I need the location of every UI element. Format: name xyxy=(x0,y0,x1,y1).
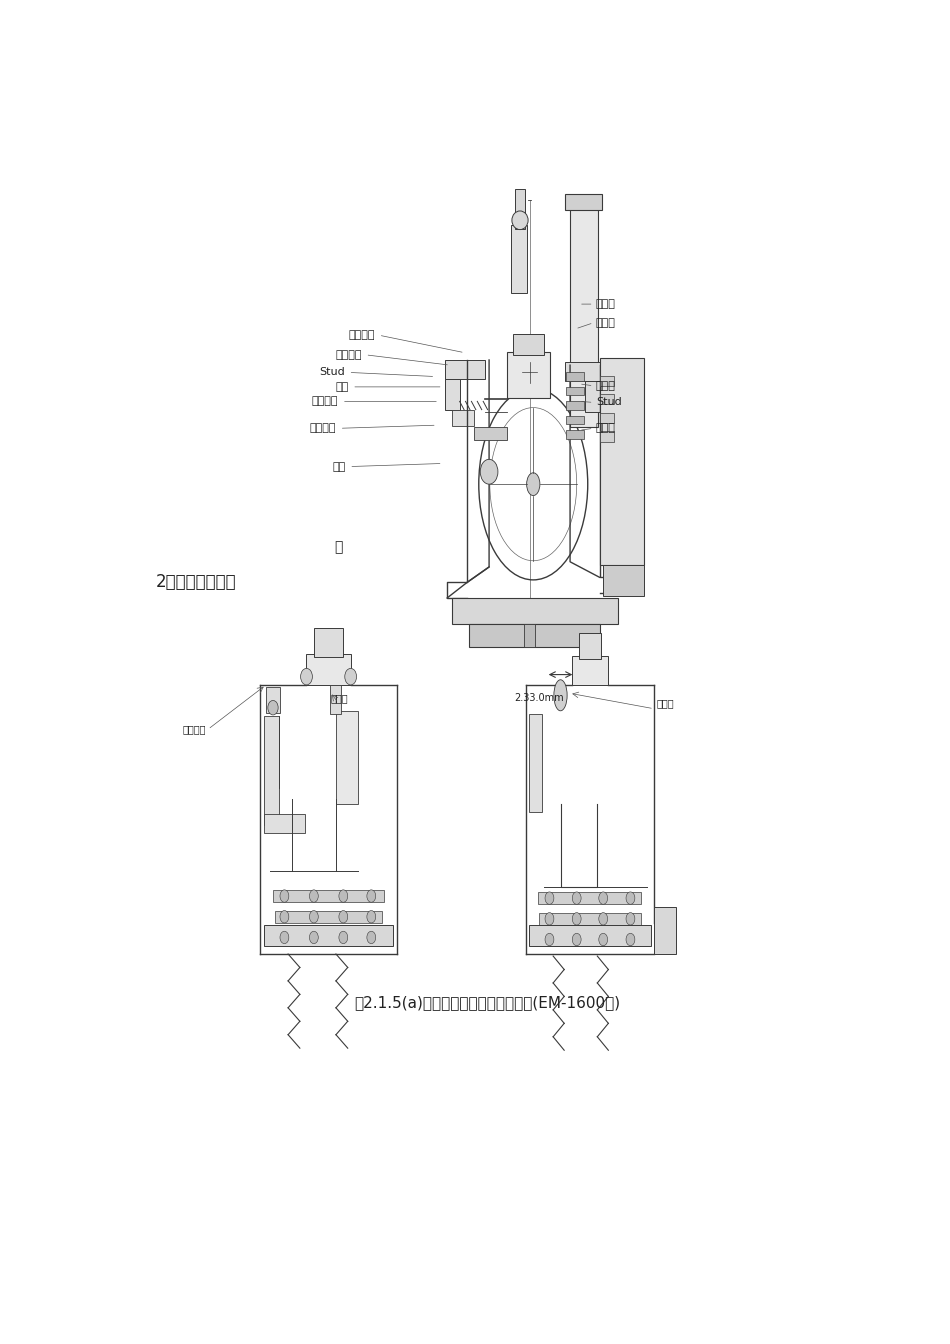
FancyBboxPatch shape xyxy=(566,387,584,395)
FancyBboxPatch shape xyxy=(264,814,305,833)
Text: 曳引轮: 曳引轮 xyxy=(596,300,616,309)
Circle shape xyxy=(367,910,375,923)
FancyBboxPatch shape xyxy=(264,925,393,946)
Circle shape xyxy=(310,890,318,902)
Circle shape xyxy=(280,910,289,923)
Circle shape xyxy=(339,910,348,923)
Ellipse shape xyxy=(512,211,528,230)
Circle shape xyxy=(626,892,635,905)
Text: 动触点: 动触点 xyxy=(656,699,674,708)
FancyBboxPatch shape xyxy=(539,892,641,905)
FancyBboxPatch shape xyxy=(274,890,384,902)
FancyBboxPatch shape xyxy=(585,380,599,411)
FancyBboxPatch shape xyxy=(599,413,615,423)
Circle shape xyxy=(626,913,635,925)
Text: 抱臂: 抱臂 xyxy=(332,461,346,472)
FancyBboxPatch shape xyxy=(529,714,542,812)
FancyBboxPatch shape xyxy=(565,362,601,380)
FancyBboxPatch shape xyxy=(336,711,358,804)
Circle shape xyxy=(345,668,356,685)
FancyBboxPatch shape xyxy=(314,628,343,657)
FancyBboxPatch shape xyxy=(276,910,382,923)
Text: Stud: Stud xyxy=(596,398,621,407)
Text: 固定触点: 固定触点 xyxy=(182,724,205,734)
Text: 弹簧: 弹簧 xyxy=(335,382,349,392)
Circle shape xyxy=(626,933,635,946)
FancyBboxPatch shape xyxy=(655,907,676,954)
Text: 球形螺母: 球形螺母 xyxy=(310,423,336,433)
FancyBboxPatch shape xyxy=(330,685,341,714)
Circle shape xyxy=(545,933,554,946)
Circle shape xyxy=(572,913,581,925)
Circle shape xyxy=(268,700,278,715)
Circle shape xyxy=(598,913,608,925)
FancyBboxPatch shape xyxy=(507,352,550,398)
Circle shape xyxy=(310,931,318,943)
Text: 图: 图 xyxy=(334,540,342,554)
FancyBboxPatch shape xyxy=(511,226,527,293)
FancyBboxPatch shape xyxy=(513,335,544,355)
Circle shape xyxy=(481,460,498,484)
FancyBboxPatch shape xyxy=(307,655,351,685)
Circle shape xyxy=(339,931,348,943)
Text: 刹车鼓: 刹车鼓 xyxy=(596,423,616,433)
FancyBboxPatch shape xyxy=(566,430,584,438)
Circle shape xyxy=(310,910,318,923)
Circle shape xyxy=(280,890,289,902)
Circle shape xyxy=(598,933,608,946)
Circle shape xyxy=(339,890,348,902)
FancyBboxPatch shape xyxy=(603,564,644,595)
Ellipse shape xyxy=(554,680,567,711)
FancyBboxPatch shape xyxy=(579,633,601,659)
FancyBboxPatch shape xyxy=(474,427,507,439)
FancyBboxPatch shape xyxy=(541,933,639,946)
Circle shape xyxy=(545,913,554,925)
Text: 锁紧螺母: 锁紧螺母 xyxy=(335,349,362,360)
Circle shape xyxy=(367,931,375,943)
FancyBboxPatch shape xyxy=(540,913,640,925)
FancyBboxPatch shape xyxy=(266,687,279,712)
Text: 调整螺栓: 调整螺栓 xyxy=(312,396,338,406)
FancyBboxPatch shape xyxy=(264,716,279,825)
Text: 2.33.0mm: 2.33.0mm xyxy=(514,694,563,703)
FancyBboxPatch shape xyxy=(566,402,584,410)
Text: 图2.1.5(a)制动器柱塞冲程和触点间隙(EM-1600型): 图2.1.5(a)制动器柱塞冲程和触点间隙(EM-1600型) xyxy=(353,995,620,1011)
Text: 弹簧标尺: 弹簧标尺 xyxy=(349,331,375,340)
Circle shape xyxy=(572,892,581,905)
Ellipse shape xyxy=(526,473,540,496)
FancyBboxPatch shape xyxy=(469,624,600,646)
Circle shape xyxy=(280,931,289,943)
FancyBboxPatch shape xyxy=(599,375,615,386)
FancyBboxPatch shape xyxy=(565,195,601,210)
FancyBboxPatch shape xyxy=(599,431,615,442)
Circle shape xyxy=(598,892,608,905)
Circle shape xyxy=(300,668,313,685)
FancyBboxPatch shape xyxy=(445,360,485,379)
FancyBboxPatch shape xyxy=(452,598,618,624)
Text: 打触点: 打触点 xyxy=(331,694,349,703)
FancyBboxPatch shape xyxy=(277,931,380,943)
FancyBboxPatch shape xyxy=(523,624,536,646)
FancyBboxPatch shape xyxy=(570,199,598,427)
FancyBboxPatch shape xyxy=(445,379,460,410)
Text: Stud: Stud xyxy=(319,367,345,378)
Circle shape xyxy=(545,892,554,905)
FancyBboxPatch shape xyxy=(566,415,584,425)
FancyBboxPatch shape xyxy=(529,925,651,946)
Text: 齿轮轴: 齿轮轴 xyxy=(596,317,616,328)
FancyBboxPatch shape xyxy=(572,656,608,685)
Circle shape xyxy=(367,890,375,902)
FancyBboxPatch shape xyxy=(515,190,525,228)
FancyBboxPatch shape xyxy=(599,358,644,564)
Ellipse shape xyxy=(479,388,588,579)
Text: 磨擦片: 磨擦片 xyxy=(596,380,616,391)
FancyBboxPatch shape xyxy=(452,410,474,426)
Text: 2制动器相关尺寸: 2制动器相关尺寸 xyxy=(156,574,237,591)
FancyBboxPatch shape xyxy=(599,394,615,405)
FancyBboxPatch shape xyxy=(566,372,584,380)
Circle shape xyxy=(572,933,581,946)
